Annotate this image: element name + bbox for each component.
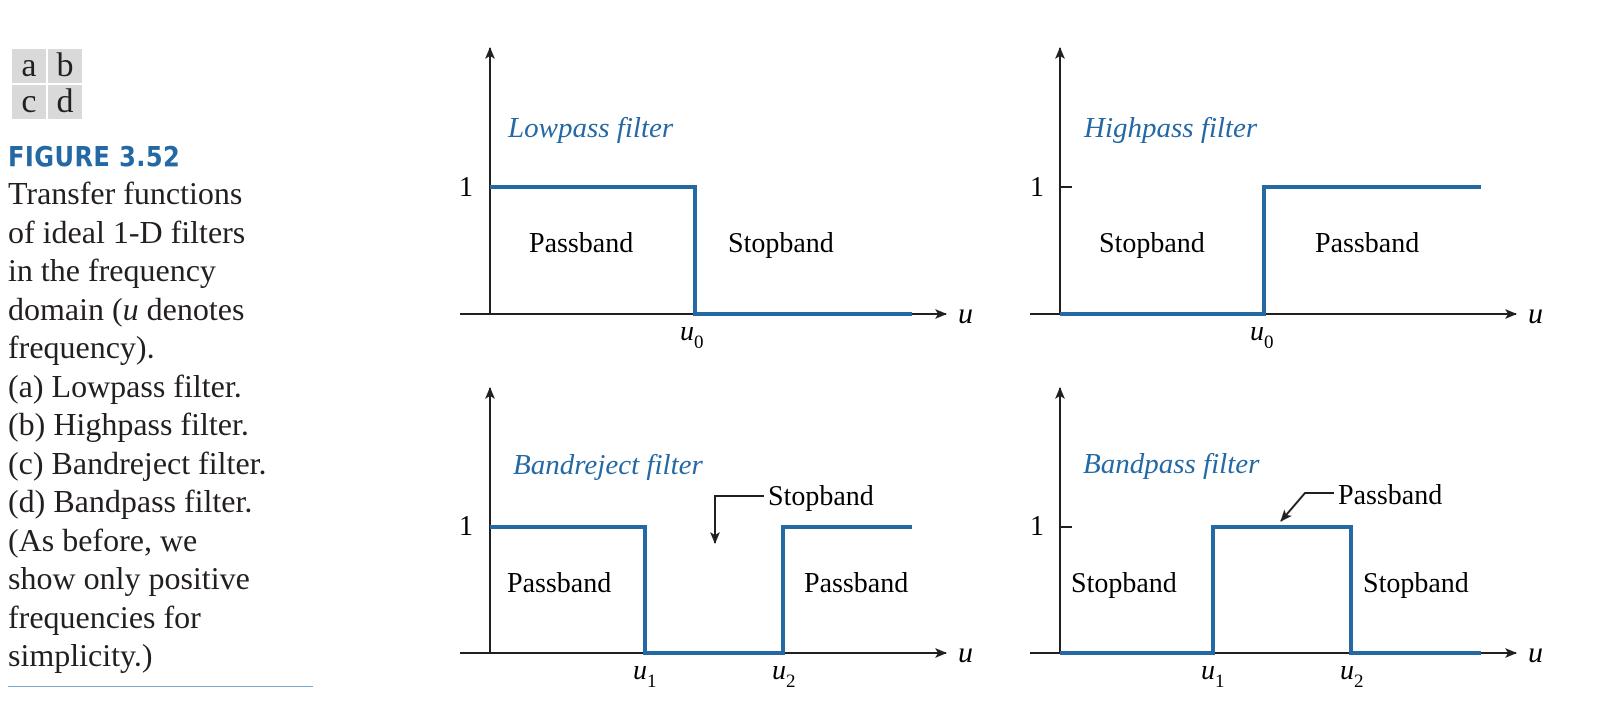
panel-c-callout: Stopband — [768, 481, 874, 512]
panel-c-x-tick-1: u1 — [633, 655, 657, 692]
caption-text: (d) Bandpass filter. — [8, 483, 253, 519]
panel-c-x-label: u — [958, 636, 973, 669]
caption-text: Transfer functions — [8, 175, 243, 211]
panel-b-region-2: Passband — [1315, 228, 1419, 259]
panel-c-y-tick-label: 1 — [459, 511, 473, 542]
caption-line: (d) Bandpass filter. — [8, 482, 338, 521]
panel-b-transfer-curve — [1060, 185, 1481, 316]
caption-divider — [8, 686, 313, 687]
panel-d-bandpass: u 1 Bandpass filter Stopband Stopband Pa… — [1030, 387, 1543, 692]
caption-line: simplicity.) — [8, 636, 338, 675]
caption-text: domain ( — [8, 290, 123, 327]
caption-text: show only positive — [8, 560, 250, 596]
panel-a-lowpass: u 1 Lowpass filter Passband Stopband u0 — [459, 47, 973, 353]
caption-variable: u — [122, 290, 139, 327]
panel-a-y-tick-label: 1 — [459, 172, 473, 203]
panel-b-y-tick-label: 1 — [1030, 172, 1044, 203]
caption-line: (b) Highpass filter. — [8, 405, 338, 444]
panel-a-region-1: Passband — [529, 228, 633, 259]
caption-line: of ideal 1-D filters — [8, 213, 338, 252]
caption-line: show only positive — [8, 559, 338, 598]
panel-c-region-1: Passband — [507, 568, 611, 599]
panel-d-region-2: Stopband — [1363, 568, 1469, 599]
caption-text: denotes — [138, 290, 245, 327]
figure-caption: Transfer functions of ideal 1-D filters in… — [8, 174, 338, 675]
caption-line: frequencies for — [8, 598, 338, 637]
caption-text: (a) Lowpass filter. — [8, 367, 242, 404]
panel-d-x-label: u — [1528, 636, 1543, 669]
panel-letter-b: b — [47, 49, 82, 83]
caption-text: (c) Bandreject filter. — [8, 444, 267, 481]
caption-text: (As before, we — [8, 521, 198, 558]
panel-d-transfer-curve — [1060, 525, 1481, 655]
panel-a-title: Lowpass filter — [507, 112, 674, 144]
panel-letter-c: c — [12, 85, 46, 119]
panel-b-x-label: u — [1528, 297, 1543, 330]
caption-text: of ideal 1-D filters — [8, 213, 246, 250]
panel-a-x-label: u — [958, 297, 973, 330]
caption-line: domain (u denotes — [8, 290, 338, 329]
panel-b-region-1: Stopband — [1099, 228, 1205, 259]
panel-c-region-2: Passband — [804, 568, 908, 599]
panel-c-bandreject: u 1 Bandreject filter Passband Passband … — [459, 387, 973, 692]
panel-c-transfer-curve — [490, 525, 912, 655]
caption-text: frequencies for — [8, 598, 201, 635]
panel-letter-a: a — [12, 49, 46, 83]
caption-text: frequency). — [8, 329, 155, 365]
panel-b-x-tick: u0 — [1250, 316, 1274, 353]
panel-d-x-tick-1: u1 — [1201, 655, 1225, 692]
caption-text: in the frequency — [8, 252, 216, 288]
figure-label: FIGURE 3.52 — [8, 140, 181, 173]
caption-line: Transfer functions — [8, 174, 338, 213]
caption-line: (a) Lowpass filter. — [8, 367, 338, 406]
panel-b-title: Highpass filter — [1083, 112, 1258, 144]
panel-d-callout-arrow — [1280, 492, 1334, 522]
panel-c-x-tick-2: u2 — [772, 655, 796, 692]
caption-text: simplicity.) — [8, 637, 153, 673]
panel-a-x-tick: u0 — [680, 316, 704, 353]
panel-c-title: Bandreject filter — [513, 449, 704, 481]
panel-d-region-1: Stopband — [1071, 568, 1177, 599]
caption-line: frequency). — [8, 328, 338, 367]
caption-line: (c) Bandreject filter. — [8, 444, 338, 483]
panel-b-highpass: u 1 Highpass filter Stopband Passband u0 — [1030, 47, 1543, 353]
panel-d-title: Bandpass filter — [1083, 448, 1260, 480]
panel-a-transfer-curve — [490, 185, 912, 316]
caption-line: in the frequency — [8, 251, 338, 290]
panel-d-y-tick-label: 1 — [1030, 511, 1044, 542]
panel-d-callout: Passband — [1338, 480, 1442, 511]
caption-line: (As before, we — [8, 521, 338, 560]
panel-c-callout-arrow — [710, 495, 764, 544]
panel-letter-grid: a b c d — [10, 47, 84, 121]
panel-a-region-2: Stopband — [728, 228, 834, 259]
panel-d-x-tick-2: u2 — [1340, 655, 1364, 692]
caption-text: (b) Highpass filter. — [8, 406, 249, 442]
panel-letter-d: d — [47, 85, 82, 119]
